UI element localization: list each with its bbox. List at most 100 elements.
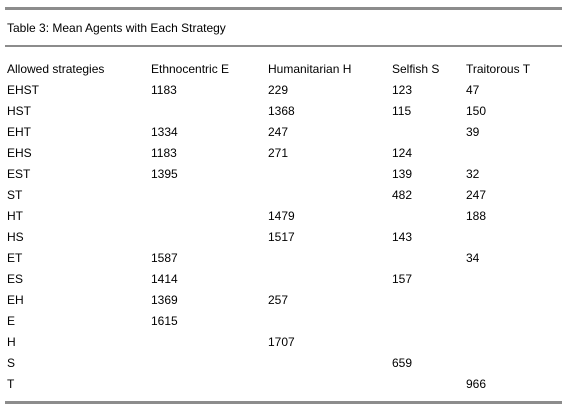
humanitarian-cell — [268, 374, 392, 395]
strategy-cell: EHT — [7, 125, 31, 139]
strategy-cell: T — [7, 377, 15, 391]
humanitarian-cell — [268, 185, 392, 206]
traitorous-cell: 247 — [466, 188, 487, 202]
strategy-cell: EHS — [7, 146, 32, 160]
selfish-cell — [392, 374, 466, 395]
strategy-cell: ET — [7, 251, 23, 265]
table-caption: Table 3: Mean Agents with Each Strategy — [7, 21, 226, 35]
header-allowed-strategies: Allowed strategies — [7, 62, 105, 76]
table-row: T 966 — [7, 374, 556, 395]
selfish-cell — [392, 206, 466, 227]
header-humanitarian: Humanitarian H — [268, 62, 352, 76]
ethnocentric-cell: 1414 — [151, 272, 178, 286]
selfish-cell — [392, 332, 466, 353]
traitorous-cell: 966 — [466, 377, 487, 391]
strategy-cell: E — [7, 314, 16, 328]
selfish-cell: 124 — [392, 146, 413, 160]
humanitarian-cell — [268, 248, 392, 269]
strategy-cell: HS — [7, 230, 24, 244]
humanitarian-cell: 247 — [268, 125, 289, 139]
traitorous-cell: 188 — [466, 209, 487, 223]
traitorous-cell — [466, 227, 556, 248]
selfish-cell: 115 — [392, 104, 412, 118]
selfish-cell — [392, 248, 466, 269]
strategy-cell: EHST — [7, 83, 40, 97]
strategy-cell: ST — [7, 188, 23, 202]
selfish-cell: 659 — [392, 356, 413, 370]
strategy-table: Allowed strategies Ethnocentric E Humani… — [7, 59, 556, 395]
traitorous-cell: 47 — [466, 83, 480, 97]
table-row: EHT 1334 247 39 — [7, 122, 556, 143]
strategy-cell: EH — [7, 293, 24, 307]
table-row: HT 1479 188 — [7, 206, 556, 227]
ethnocentric-cell — [151, 353, 268, 374]
traitorous-cell — [466, 311, 556, 332]
humanitarian-cell: 1517 — [268, 230, 295, 244]
ethnocentric-cell — [151, 185, 268, 206]
selfish-cell — [392, 122, 466, 143]
humanitarian-cell — [268, 269, 392, 290]
header-row: Allowed strategies Ethnocentric E Humani… — [7, 59, 556, 80]
table-row: EH 1369 257 — [7, 290, 556, 311]
selfish-cell: 482 — [392, 188, 413, 202]
header-ethnocentric: Ethnocentric E — [151, 62, 230, 76]
table-row: EST 1395 139 32 — [7, 164, 556, 185]
ethnocentric-cell: 1587 — [151, 251, 178, 265]
ethnocentric-cell — [151, 227, 268, 248]
humanitarian-cell: 271 — [268, 146, 289, 160]
table-body: EHST 1183 229 123 47 HST 1368 115 150 EHT 1334 247 3… — [7, 80, 556, 395]
ethnocentric-cell: 1183 — [151, 83, 177, 97]
strategy-cell: EST — [7, 167, 31, 181]
table-row: S 659 — [7, 353, 556, 374]
humanitarian-cell: 1707 — [268, 335, 295, 349]
selfish-cell — [392, 311, 466, 332]
strategy-cell: HST — [7, 104, 31, 118]
traitorous-cell: 34 — [466, 251, 480, 265]
ethnocentric-cell: 1615 — [151, 314, 178, 328]
table-row: HST 1368 115 150 — [7, 101, 556, 122]
bottom-rule — [5, 401, 562, 404]
humanitarian-cell — [268, 353, 392, 374]
table-row: ES 1414 157 — [7, 269, 556, 290]
humanitarian-cell: 1368 — [268, 104, 295, 118]
header-traitorous: Traitorous T — [466, 62, 531, 76]
top-rule — [5, 7, 562, 10]
caption-rule — [5, 45, 562, 47]
ethnocentric-cell: 1369 — [151, 293, 178, 307]
ethnocentric-cell — [151, 101, 268, 122]
selfish-cell: 139 — [392, 167, 413, 181]
table-row: HS 1517 143 — [7, 227, 556, 248]
ethnocentric-cell: 1334 — [151, 125, 178, 139]
strategy-cell: S — [7, 356, 16, 370]
traitorous-cell: 150 — [466, 104, 487, 118]
ethnocentric-cell — [151, 206, 268, 227]
strategy-cell: H — [7, 335, 16, 349]
humanitarian-cell — [268, 164, 392, 185]
ethnocentric-cell — [151, 374, 268, 395]
strategy-cell: HT — [7, 209, 23, 223]
strategy-cell: ES — [7, 272, 24, 286]
traitorous-cell — [466, 269, 556, 290]
traitorous-cell: 32 — [466, 167, 480, 181]
traitorous-cell: 39 — [466, 125, 480, 139]
selfish-cell — [392, 290, 466, 311]
ethnocentric-cell — [151, 332, 268, 353]
ethnocentric-cell: 1183 — [151, 146, 177, 160]
traitorous-cell — [466, 143, 556, 164]
table-row: ET 1587 34 — [7, 248, 556, 269]
traitorous-cell — [466, 332, 556, 353]
humanitarian-cell — [268, 311, 392, 332]
selfish-cell: 143 — [392, 230, 413, 244]
table-row: H 1707 — [7, 332, 556, 353]
table-row: EHST 1183 229 123 47 — [7, 80, 556, 101]
humanitarian-cell: 229 — [268, 83, 289, 97]
table-row: E 1615 — [7, 311, 556, 332]
selfish-cell: 157 — [392, 272, 413, 286]
selfish-cell: 123 — [392, 83, 413, 97]
table-row: ST 482 247 — [7, 185, 556, 206]
ethnocentric-cell: 1395 — [151, 167, 178, 181]
humanitarian-cell: 1479 — [268, 209, 295, 223]
traitorous-cell — [466, 353, 556, 374]
header-selfish: Selfish S — [392, 62, 440, 76]
traitorous-cell — [466, 290, 556, 311]
